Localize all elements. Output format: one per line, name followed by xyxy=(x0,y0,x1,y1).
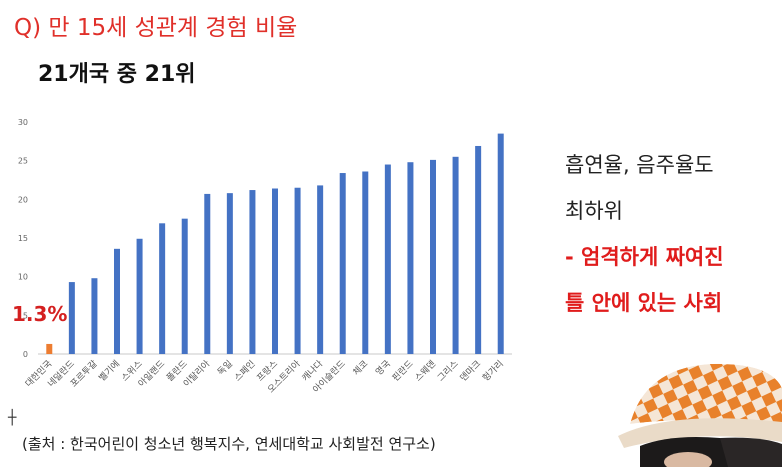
y-tick-label: 15 xyxy=(18,234,28,243)
bar xyxy=(249,190,256,354)
bar xyxy=(68,282,75,354)
x-tick-label: 헝가리 xyxy=(480,358,505,383)
x-tick-label: 벨기에 xyxy=(97,358,122,383)
x-tick-label: 스웨덴 xyxy=(412,358,438,384)
bar xyxy=(114,248,120,354)
bar xyxy=(294,187,301,354)
bar xyxy=(339,173,346,354)
bar xyxy=(46,343,53,354)
y-tick-label: 0 xyxy=(23,350,28,359)
bar xyxy=(272,188,278,354)
x-tick-label: 체코 xyxy=(351,358,370,377)
bar xyxy=(317,185,324,354)
y-tick-label: 20 xyxy=(18,195,28,204)
presenter-photo xyxy=(618,363,782,467)
bar xyxy=(475,145,482,354)
bar xyxy=(452,156,459,354)
bar xyxy=(91,278,98,354)
korea-value-label: 1.3% xyxy=(12,302,68,326)
note-line-1: 흡연율, 음주율도 xyxy=(565,153,714,177)
bar xyxy=(181,218,188,354)
x-tick-label: 덴마크 xyxy=(458,358,483,383)
y-tick-label: 5 xyxy=(23,311,28,320)
bar xyxy=(430,159,436,354)
bar xyxy=(136,238,143,354)
bar xyxy=(497,133,504,354)
bar xyxy=(384,164,391,354)
x-tick-label: 영국 xyxy=(373,358,392,377)
y-tick-label: 30 xyxy=(18,118,28,127)
bar xyxy=(159,223,166,354)
bar xyxy=(226,193,233,354)
bar xyxy=(204,193,211,354)
x-tick-label: 핀란드 xyxy=(389,358,415,384)
bar-chart: 051015202530대한민국네덜란드포르투갈벨기에스위스아일랜드폴란드이탈리… xyxy=(18,118,512,395)
crosshair-cursor-icon: ┼ xyxy=(8,410,17,426)
y-tick-label: 10 xyxy=(18,273,28,282)
source-citation: (출처 : 한국어린이 청소년 행복지수, 연세대학교 사회발전 연구소) xyxy=(22,435,436,453)
rank-subtitle: 21개국 중 21위 xyxy=(38,62,196,87)
bar xyxy=(362,171,369,354)
note-line-2: 최하위 xyxy=(565,199,623,223)
note-line-4: 틀 안에 있는 사회 xyxy=(565,291,723,315)
x-tick-label: 그리스 xyxy=(435,358,460,383)
x-tick-label: 독일 xyxy=(215,358,234,377)
x-tick-label: 스페인 xyxy=(232,358,257,383)
y-tick-label: 25 xyxy=(18,157,28,166)
commentary: 흡연율, 음주율도 최하위 - 엄격하게 짜여진 틀 안에 있는 사회 xyxy=(565,142,775,326)
note-line-3: - 엄격하게 짜여진 xyxy=(565,245,724,269)
question-title: Q) 만 15세 성관계 경험 비율 xyxy=(14,15,298,41)
bar xyxy=(407,162,414,354)
